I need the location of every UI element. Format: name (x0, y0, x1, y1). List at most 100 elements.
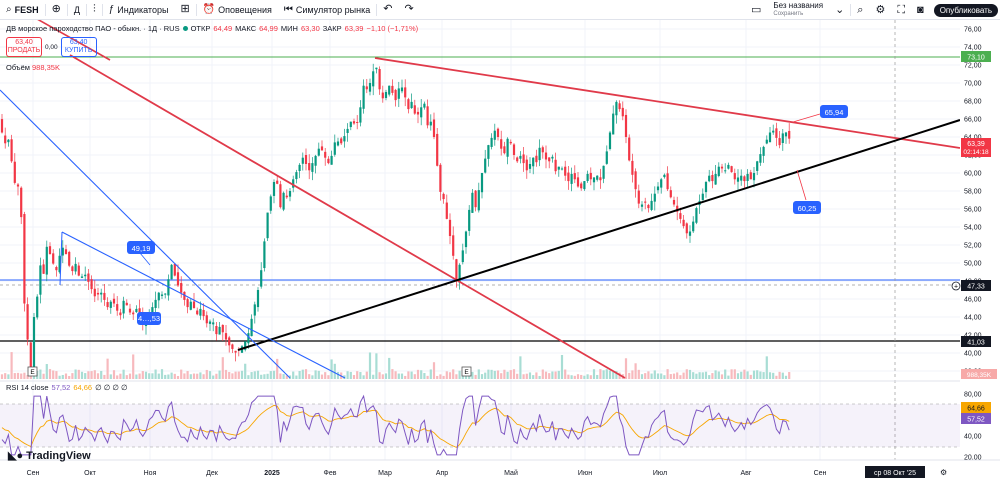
candle-body (676, 205, 679, 212)
compare-button[interactable]: ⊕ (46, 0, 67, 20)
volume-bar (512, 369, 516, 379)
volume-bar (551, 371, 554, 379)
tradingview-logo[interactable]: ◣● TradingView (8, 449, 91, 463)
layout-menu-button[interactable]: ▭ (745, 0, 767, 20)
snapshot-button[interactable]: ◙ (911, 0, 930, 20)
volume-bar (471, 371, 474, 379)
candle-body (42, 264, 45, 274)
price-tick-label: 50,00 (964, 261, 982, 268)
undo-button[interactable]: ↶ (377, 0, 398, 20)
time-tick-label: Дек (206, 470, 219, 477)
volume-bar (445, 371, 448, 379)
candle-body (746, 173, 749, 181)
volume-legend[interactable]: Объём 988,35K (6, 63, 60, 72)
rsi-band (0, 404, 960, 447)
volume-bar (141, 371, 144, 379)
volume-bar (308, 374, 311, 379)
alerts-button[interactable]: ⏰ Оповещения (197, 0, 278, 20)
price-tick-label: 70,00 (964, 81, 982, 88)
quick-search-button[interactable]: ⌕ (851, 0, 869, 20)
layout-dropdown-button[interactable]: ⌄ (829, 0, 850, 20)
add-alert-plus-icon[interactable] (951, 281, 961, 291)
price-tick-label: 74,00 (964, 45, 982, 52)
volume-bar (272, 370, 276, 379)
volume-bar (352, 375, 356, 379)
volume-bar (378, 372, 381, 379)
candle-body (74, 263, 77, 272)
buy-button[interactable]: 63,40 КУПИТЬ (60, 37, 97, 57)
candle-body (301, 157, 304, 164)
indicators-button[interactable]: ƒ Индикаторы (103, 0, 175, 20)
axis-settings-gear-icon[interactable]: ⚙ (940, 468, 947, 477)
volume-bar (436, 375, 439, 379)
candle-body (612, 113, 615, 135)
time-tick-label: Сен (27, 470, 40, 477)
candle-body (170, 264, 173, 280)
svg-text:64,66: 64,66 (967, 406, 985, 413)
legend-high-label: МАКС (235, 24, 257, 33)
volume-bar (413, 374, 416, 379)
volume-bar (557, 370, 560, 379)
trendline-blue-1[interactable] (0, 89, 291, 379)
settings-button[interactable]: ⚙ (869, 0, 891, 20)
replay-button[interactable]: ⏮ Симулятор рынка (278, 0, 376, 20)
trendline-red-resistance[interactable] (374, 57, 961, 149)
divider (44, 3, 46, 16)
volume-bar (282, 374, 285, 379)
save-label: Сохранить (773, 11, 804, 17)
chart-type-button[interactable]: ⫶ (87, 0, 102, 20)
trendline-black-support[interactable] (237, 119, 961, 351)
trendline-blue-2[interactable] (61, 231, 346, 379)
interval-button[interactable]: Д (68, 0, 86, 20)
annotation-65-94[interactable]: 65,94 (792, 105, 848, 123)
candle-body (576, 177, 580, 187)
volume-bar (532, 375, 535, 379)
volume-bar (298, 371, 301, 379)
candle-body (605, 151, 608, 164)
candle-body (631, 160, 634, 175)
symbol-search-button[interactable]: ⌕ FESH (0, 0, 45, 20)
chart-area[interactable]: 49,19 4…,53 65,94 60,25 E E (0, 20, 1000, 481)
volume-bar (7, 374, 10, 379)
fullscreen-button[interactable]: ⛶ (891, 0, 911, 20)
annotation-49-19[interactable]: 49,19 (127, 241, 155, 266)
earnings-marker[interactable]: E (27, 366, 38, 377)
annotation-60-25[interactable]: 60,25 (793, 169, 821, 214)
candle-body (420, 107, 423, 118)
candle-body (234, 350, 237, 353)
publish-button[interactable]: Опубликовать (933, 3, 998, 17)
divider (195, 3, 197, 16)
layouts-button[interactable]: ⊞ (174, 0, 195, 20)
candle-body (205, 315, 208, 324)
price-axis[interactable] (960, 20, 1000, 460)
redo-button[interactable]: ↷ (398, 0, 419, 20)
fullscreen-icon: ⛶ (897, 3, 906, 16)
candle-body (330, 155, 333, 165)
sell-button[interactable]: 63,40 ПРОДАТЬ (6, 37, 42, 57)
volume-bar (221, 357, 224, 379)
time-axis[interactable]: Сен Окт Ноя Дек 2025 Фев Мар Апр Май Июн Июл Авг Сен (27, 469, 827, 477)
time-tick-label: Сен (814, 470, 827, 477)
trendline-blue-3[interactable] (59, 231, 63, 286)
candle-body (602, 165, 605, 179)
candle-body (644, 201, 647, 203)
candle-body (221, 324, 224, 333)
volume-bar (218, 370, 221, 379)
candle-body (279, 184, 282, 208)
candle-body (516, 157, 519, 162)
rsi-legend[interactable]: RSI 14 close 57,52 64,66 ∅ ∅ ∅ ∅ (6, 383, 127, 392)
trendline-red-descending[interactable] (69, 54, 626, 379)
volume-bar (602, 370, 605, 379)
volume-bar (180, 369, 183, 379)
volume-bar (391, 369, 394, 379)
rsi-label: RSI 14 close (6, 383, 49, 392)
save-layout-button[interactable]: Без названия Сохранить (767, 2, 829, 18)
candle-body (775, 128, 778, 138)
candle-body (125, 302, 128, 306)
volume-bar (535, 372, 538, 379)
earnings-marker[interactable]: E (461, 366, 472, 377)
annotation-lower[interactable]: 4…,53 (137, 312, 161, 325)
candle-body (765, 139, 768, 144)
volume-bar (573, 375, 576, 379)
volume-bar (484, 372, 487, 379)
